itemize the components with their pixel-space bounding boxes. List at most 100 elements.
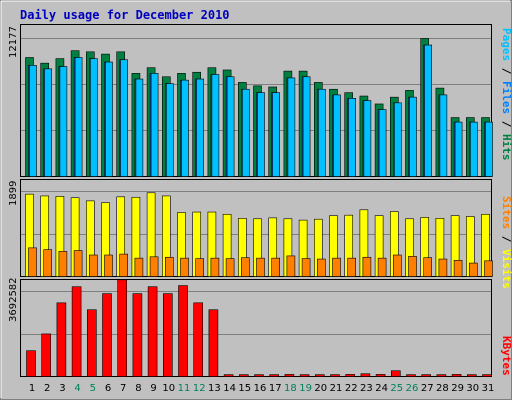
bar-sites-day-13 bbox=[210, 257, 220, 277]
bar-kbytes-day-12 bbox=[193, 302, 203, 377]
bar-sites-day-7 bbox=[119, 253, 128, 277]
bar-sites-day-24 bbox=[377, 257, 387, 277]
bar-pages-day-1 bbox=[29, 65, 37, 177]
bar-kbytes-day-1 bbox=[26, 350, 36, 377]
bar-sites-day-21 bbox=[332, 257, 341, 277]
bar-kbytes-day-29 bbox=[451, 374, 462, 377]
bar-pages-day-6 bbox=[105, 61, 113, 177]
bar-sites-day-26 bbox=[408, 256, 417, 277]
x-tick-label-16: 16 bbox=[254, 383, 267, 394]
bar-pages-day-7 bbox=[120, 59, 128, 177]
bar-sites-day-9 bbox=[149, 256, 159, 277]
x-tick-label-14: 14 bbox=[223, 383, 236, 394]
x-tick-label-17: 17 bbox=[269, 383, 282, 394]
bar-kbytes-day-13 bbox=[208, 309, 219, 377]
bar-pages-day-16 bbox=[257, 92, 265, 177]
bar-pages-day-3 bbox=[59, 66, 68, 177]
bar-sites-day-14 bbox=[225, 258, 235, 277]
ymax-label-bottom: 3692582 bbox=[8, 277, 19, 322]
x-tick-labels: 1 2 3 4 5 6 7 8 9 10 11 12 13 14 15 16 17 18 19 20 21 22 23 24 2… bbox=[29, 383, 495, 394]
bar-kbytes-day-27 bbox=[421, 374, 432, 377]
x-tick-label-3: 3 bbox=[59, 383, 65, 394]
bar-pages-day-2 bbox=[44, 68, 53, 177]
bar-kbytes-day-8 bbox=[132, 293, 143, 377]
bar-pages-day-27 bbox=[424, 44, 433, 177]
bar-sites-day-16 bbox=[256, 257, 265, 277]
bar-kbytes-day-30 bbox=[466, 374, 477, 377]
x-tick-label-31: 31 bbox=[482, 383, 495, 394]
bar-pages-day-13 bbox=[211, 74, 220, 177]
bar-kbytes-day-23 bbox=[360, 373, 371, 377]
x-tick-label-2: 2 bbox=[44, 383, 50, 394]
x-tick-label-20: 20 bbox=[314, 383, 327, 394]
x-tick-label-1: 1 bbox=[29, 383, 35, 394]
legend-top: Pages / Files / Hits bbox=[500, 28, 512, 161]
legend-files: Files bbox=[500, 81, 512, 114]
bar-pages-day-26 bbox=[409, 96, 417, 177]
bar-kbytes-day-11 bbox=[178, 285, 188, 377]
x-tick-label-9: 9 bbox=[150, 383, 156, 394]
bar-kbytes-day-9 bbox=[147, 286, 158, 377]
bar-sites-day-27 bbox=[423, 257, 433, 277]
bar-kbytes-day-4 bbox=[71, 286, 82, 377]
bar-kbytes-day-5 bbox=[87, 309, 97, 377]
legend-sep-1: / bbox=[500, 61, 512, 81]
x-tick-label-10: 10 bbox=[162, 383, 175, 394]
bar-pages-day-14 bbox=[226, 76, 235, 177]
bar-pages-day-5 bbox=[90, 58, 98, 177]
bar-kbytes-day-3 bbox=[56, 302, 67, 377]
bar-sites-day-6 bbox=[104, 254, 113, 277]
x-tick-label-29: 29 bbox=[451, 383, 464, 394]
bar-sites-day-31 bbox=[484, 260, 493, 277]
bar-kbytes-day-22 bbox=[345, 374, 356, 377]
bar-pages-day-25 bbox=[393, 102, 402, 177]
bar-kbytes-day-21 bbox=[330, 374, 340, 377]
bar-pages-day-19 bbox=[302, 76, 311, 177]
bar-kbytes-day-10 bbox=[163, 293, 173, 377]
bar-pages-day-24 bbox=[378, 109, 387, 177]
bar-sites-day-10 bbox=[165, 256, 174, 277]
x-tick-label-30: 30 bbox=[466, 383, 479, 394]
bar-pages-day-21 bbox=[333, 94, 341, 177]
bar-kbytes-day-31 bbox=[482, 374, 492, 377]
bar-sites-day-25 bbox=[392, 254, 402, 277]
ymax-label-top: 12177 bbox=[8, 26, 19, 58]
x-tick-label-7: 7 bbox=[120, 383, 126, 394]
bar-pages-day-15 bbox=[242, 88, 250, 177]
x-tick-label-22: 22 bbox=[345, 383, 358, 394]
bar-pages-day-31 bbox=[485, 121, 493, 177]
x-tick-label-11: 11 bbox=[178, 383, 191, 394]
x-tick-label-4: 4 bbox=[74, 383, 80, 394]
legend-sites: Sites bbox=[500, 196, 512, 229]
bar-sites-day-11 bbox=[180, 257, 189, 277]
bar-sites-day-23 bbox=[362, 256, 372, 277]
x-tick-label-26: 26 bbox=[406, 383, 419, 394]
bar-sites-day-2 bbox=[43, 249, 53, 277]
bar-pages-day-30 bbox=[469, 121, 478, 177]
bar-pages-day-10 bbox=[166, 83, 174, 177]
x-tick-label-13: 13 bbox=[208, 383, 221, 394]
bar-kbytes-day-26 bbox=[406, 374, 416, 377]
bar-pages-day-22 bbox=[348, 98, 357, 177]
bar-kbytes-day-25 bbox=[390, 370, 401, 377]
legend-hits: Hits bbox=[500, 134, 512, 161]
bar-kbytes-day-28 bbox=[436, 374, 447, 377]
bar-sites-day-1 bbox=[28, 247, 37, 277]
legend-sep-3: / bbox=[500, 229, 512, 249]
bar-sites-day-15 bbox=[241, 257, 250, 277]
bar-sites-day-3 bbox=[58, 251, 68, 277]
bar-pages-day-4 bbox=[74, 57, 83, 177]
x-tick-label-5: 5 bbox=[90, 383, 96, 394]
bar-pages-day-29 bbox=[454, 121, 463, 177]
bar-sites-day-8 bbox=[134, 257, 144, 277]
bar-sites-day-18 bbox=[286, 255, 296, 277]
bar-pages-day-17 bbox=[272, 92, 281, 177]
bar-pages-day-20 bbox=[317, 88, 326, 177]
x-tick-label-27: 27 bbox=[421, 383, 434, 394]
panel-bottom bbox=[20, 279, 492, 377]
bar-kbytes-day-14 bbox=[223, 374, 234, 377]
bar-kbytes-day-16 bbox=[254, 374, 264, 377]
x-tick-label-23: 23 bbox=[360, 383, 373, 394]
bar-kbytes-day-7 bbox=[117, 279, 127, 377]
